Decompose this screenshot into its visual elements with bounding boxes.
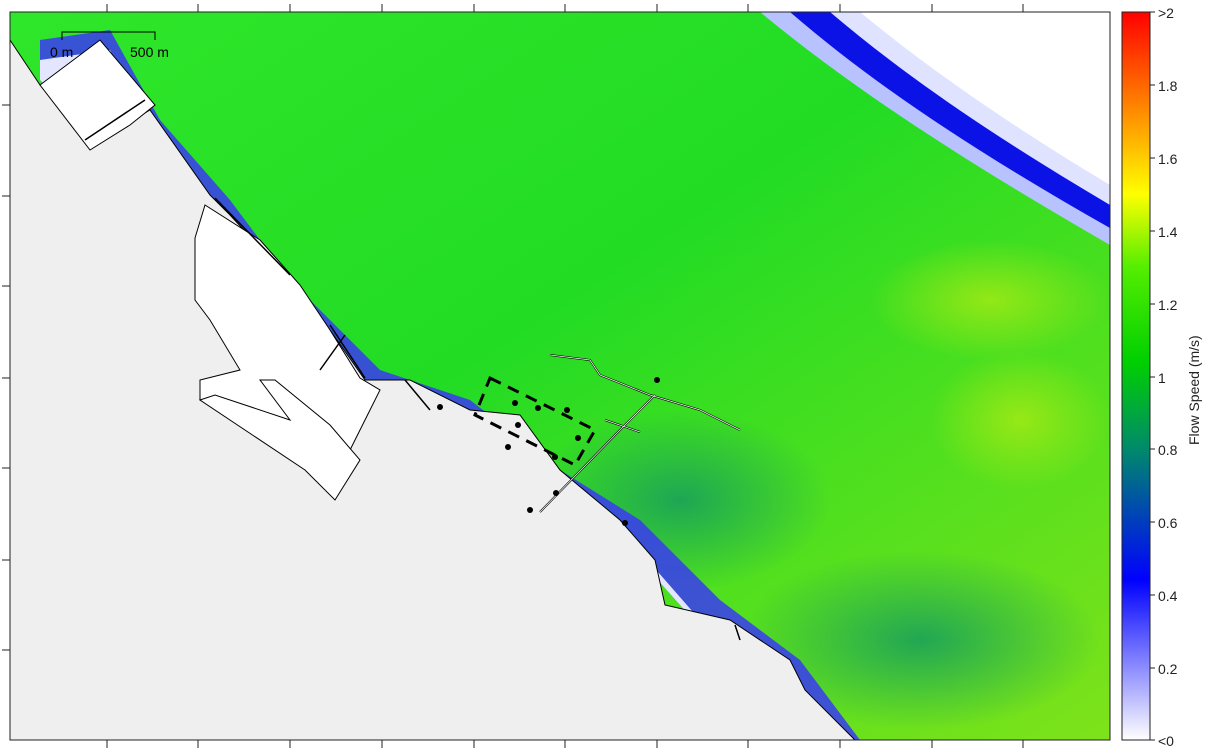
marker-point: [553, 490, 559, 496]
marker-point: [535, 405, 541, 411]
marker-point: [654, 377, 660, 383]
colorbar-title: Flow Speed (m/s): [1186, 335, 1202, 445]
colorbar-label-0-4: 0.4: [1158, 588, 1178, 604]
harbour-pier-1: [84, 99, 146, 141]
jetty-3: [319, 334, 346, 371]
marker-point: [527, 507, 533, 513]
scale-start-label: 0 m: [50, 44, 74, 60]
marker-point: [512, 400, 518, 406]
marker-point: [437, 404, 443, 410]
fast-flow-patch: [870, 240, 1110, 360]
slow-flow-patch-2: [740, 550, 1100, 730]
colorbar-label-1-2: 1.2: [1158, 297, 1178, 313]
colorbar-label-max: >2: [1158, 5, 1174, 21]
port-terminal: [198, 379, 361, 501]
colorbar-label-1-4: 1.4: [1158, 224, 1178, 240]
top-right-corner: [1090, 12, 1110, 45]
jetty-4: [404, 379, 431, 411]
scale-bar: [61, 31, 156, 40]
axis-ticks: [2, 4, 1024, 748]
harbour-breakwater-north: [39, 39, 156, 151]
colorbar-ticks: [1150, 11, 1155, 741]
scale-end-label: 500 m: [130, 44, 169, 60]
jetty-5: [734, 624, 741, 641]
marker-point: [505, 444, 511, 450]
marker-point: [622, 520, 628, 526]
colorbar-label-1: 1: [1158, 370, 1166, 386]
jetty-2: [329, 324, 366, 379]
colorbar-label-0-8: 0.8: [1158, 442, 1178, 458]
fast-flow-patch-2: [930, 350, 1110, 490]
offshore-still-zone: [860, 12, 1110, 185]
marker-point: [552, 454, 558, 460]
colorbar-label-1-8: 1.8: [1158, 78, 1178, 94]
marker-point: [575, 435, 581, 441]
study-area-rectangle: [473, 375, 598, 467]
measurement-points: [437, 377, 660, 526]
colorbar-label-0-2: 0.2: [1158, 661, 1178, 677]
colorbar-label-min: <0: [1158, 733, 1174, 749]
jetty-1: [214, 197, 291, 276]
marker-point: [515, 422, 521, 428]
colorbar: [1121, 11, 1151, 741]
plot-frame: [9, 11, 1111, 741]
colorbar-label-0-6: 0.6: [1158, 515, 1178, 531]
marker-point: [564, 407, 570, 413]
colorbar-label-1-6: 1.6: [1158, 151, 1178, 167]
offshore-pier-inner: [539, 354, 741, 513]
